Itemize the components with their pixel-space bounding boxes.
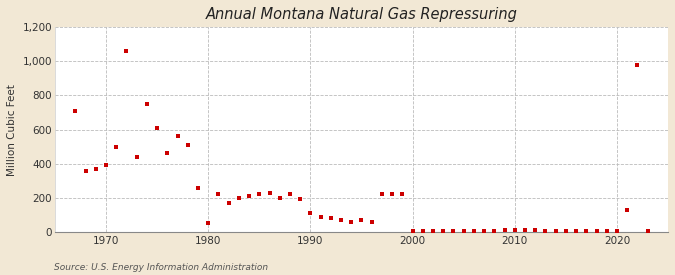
- Point: [499, 228, 510, 232]
- Point: [346, 219, 356, 224]
- Point: [458, 229, 469, 233]
- Point: [285, 192, 296, 197]
- Point: [591, 229, 602, 233]
- Point: [121, 49, 132, 53]
- Point: [520, 228, 531, 232]
- Point: [254, 192, 265, 197]
- Point: [162, 151, 173, 156]
- Point: [581, 229, 592, 233]
- Point: [622, 208, 632, 212]
- Point: [80, 168, 91, 173]
- Point: [111, 144, 122, 149]
- Point: [377, 192, 387, 197]
- Point: [570, 229, 581, 233]
- Point: [632, 63, 643, 67]
- Point: [407, 229, 418, 233]
- Point: [131, 155, 142, 159]
- Point: [244, 194, 254, 198]
- Point: [612, 229, 622, 233]
- Point: [152, 126, 163, 130]
- Point: [642, 229, 653, 233]
- Point: [540, 229, 551, 233]
- Point: [172, 134, 183, 139]
- Point: [223, 201, 234, 205]
- Point: [213, 192, 224, 197]
- Point: [356, 218, 367, 222]
- Y-axis label: Million Cubic Feet: Million Cubic Feet: [7, 84, 17, 175]
- Point: [560, 229, 571, 233]
- Point: [438, 229, 449, 233]
- Point: [510, 228, 520, 232]
- Point: [428, 229, 439, 233]
- Text: Source: U.S. Energy Information Administration: Source: U.S. Energy Information Administ…: [54, 263, 268, 271]
- Point: [295, 197, 306, 202]
- Point: [315, 214, 326, 219]
- Point: [550, 229, 561, 233]
- Point: [448, 229, 459, 233]
- Point: [142, 102, 153, 106]
- Point: [601, 229, 612, 233]
- Point: [325, 216, 336, 221]
- Point: [90, 167, 101, 171]
- Point: [70, 109, 81, 113]
- Point: [274, 196, 285, 200]
- Point: [234, 196, 244, 200]
- Point: [182, 143, 193, 147]
- Point: [489, 229, 500, 233]
- Title: Annual Montana Natural Gas Repressuring: Annual Montana Natural Gas Repressuring: [206, 7, 518, 22]
- Point: [202, 221, 213, 226]
- Point: [367, 219, 377, 224]
- Point: [305, 211, 316, 215]
- Point: [192, 185, 203, 190]
- Point: [417, 229, 428, 233]
- Point: [264, 191, 275, 195]
- Point: [530, 228, 541, 232]
- Point: [468, 229, 479, 233]
- Point: [387, 192, 398, 197]
- Point: [335, 218, 346, 222]
- Point: [101, 163, 111, 167]
- Point: [397, 192, 408, 197]
- Point: [479, 229, 489, 233]
